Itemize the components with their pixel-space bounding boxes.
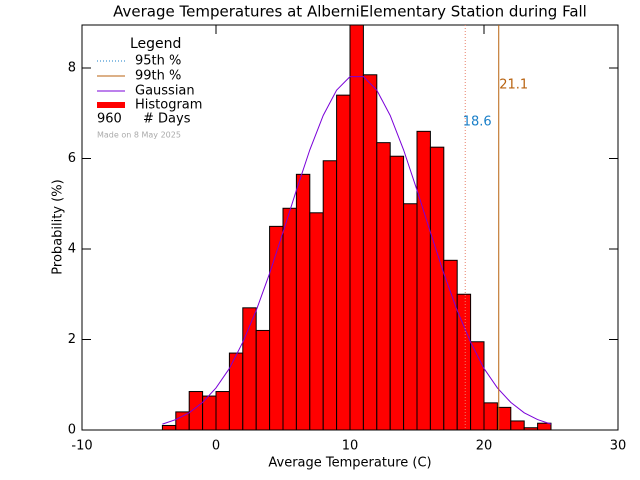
y-tick-label: 8 bbox=[68, 60, 76, 75]
percentile-label: 18.6 bbox=[463, 115, 492, 130]
histogram-bar bbox=[349, 25, 364, 430]
x-tick-label: 10 bbox=[342, 439, 359, 454]
histogram-bar bbox=[403, 203, 418, 430]
y-tick-label: 6 bbox=[68, 151, 76, 166]
histogram-bar bbox=[309, 212, 324, 430]
y-tick-label: 2 bbox=[68, 332, 76, 347]
histogram-bar bbox=[202, 395, 217, 430]
histogram-bar bbox=[537, 422, 552, 430]
gaussian-curve bbox=[162, 76, 552, 425]
histogram-bar bbox=[175, 411, 190, 430]
legend-title: Legend bbox=[130, 36, 181, 52]
legend-label: 99th % bbox=[135, 69, 181, 84]
histogram-bar bbox=[376, 142, 391, 430]
histogram-bar bbox=[322, 160, 338, 430]
legend-label: 95th % bbox=[135, 54, 181, 69]
histogram-bar bbox=[510, 420, 525, 430]
made-on-note: Made on 8 May 2025 bbox=[97, 131, 181, 140]
x-tick-label: 30 bbox=[610, 439, 627, 454]
x-tick-label: 20 bbox=[476, 439, 493, 454]
legend-label: Histogram bbox=[135, 98, 202, 113]
histogram-bar bbox=[215, 391, 230, 430]
x-tick-label: 0 bbox=[212, 439, 220, 454]
y-tick-label: 4 bbox=[68, 241, 76, 256]
histogram-bar bbox=[269, 225, 284, 430]
histogram-bar bbox=[443, 259, 458, 430]
histogram-bar bbox=[416, 130, 431, 430]
histogram-bar bbox=[483, 402, 498, 430]
histogram-bar bbox=[161, 424, 177, 430]
chart-title: Average Temperatures at AlberniElementar… bbox=[113, 3, 587, 21]
histogram-bar bbox=[429, 146, 445, 430]
histogram-bar bbox=[295, 173, 311, 430]
histogram-bar bbox=[389, 155, 405, 430]
percentile-label: 21.1 bbox=[499, 78, 528, 93]
x-tick-label: -10 bbox=[71, 439, 92, 454]
histogram-bar bbox=[336, 94, 351, 430]
y-axis-label: Probability (%) bbox=[51, 179, 66, 274]
histogram-bar bbox=[496, 406, 512, 430]
histogram-bar bbox=[255, 329, 271, 430]
y-tick-label: 0 bbox=[68, 423, 76, 438]
legend-label: Gaussian bbox=[135, 84, 195, 99]
histogram-bar bbox=[282, 207, 297, 430]
days-label: # Days bbox=[143, 112, 191, 127]
plot-area bbox=[161, 25, 552, 430]
histogram-bar bbox=[362, 74, 378, 430]
x-axis-label: Average Temperature (C) bbox=[268, 456, 431, 471]
days-count: 960 bbox=[97, 112, 122, 127]
